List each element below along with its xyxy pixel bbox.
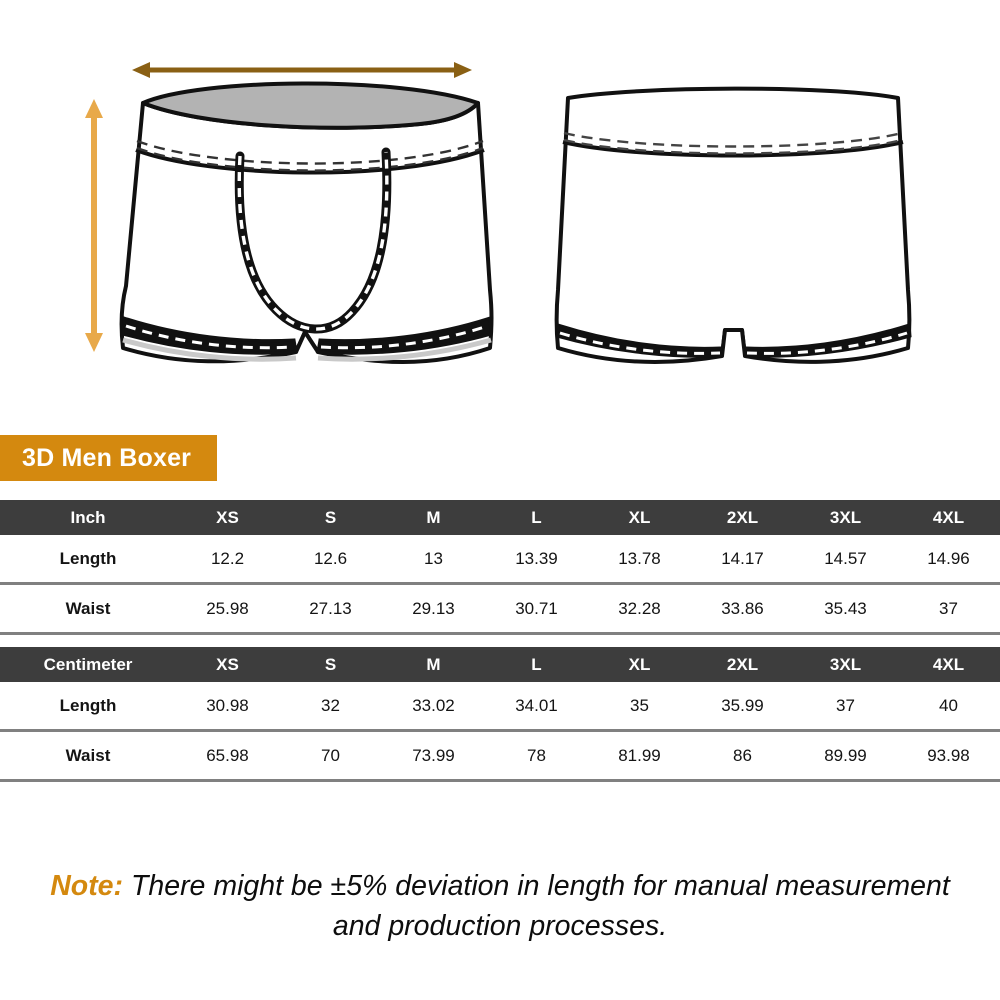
row-label-waist: Waist <box>0 730 176 782</box>
column-header-s: S <box>279 647 382 682</box>
cell-length-s: 12.6 <box>279 535 382 585</box>
column-header-xs: XS <box>176 647 279 682</box>
boxer-front-view <box>119 81 494 364</box>
table-header-row: Centimeter XS S M L XL 2XL 3XL 4XL <box>0 647 1000 682</box>
column-header-xs: XS <box>176 500 279 535</box>
note-label: Note: <box>50 870 124 902</box>
column-header-m: M <box>382 647 485 682</box>
cell-length-l: 13.39 <box>485 535 588 585</box>
cell-waist-s: 27.13 <box>279 583 382 635</box>
cell-waist-4xl: 93.98 <box>897 730 1000 782</box>
column-header-3xl: 3XL <box>794 500 897 535</box>
cell-length-m: 33.02 <box>382 682 485 732</box>
row-label-length: Length <box>0 535 176 585</box>
cell-length-4xl: 14.96 <box>897 535 1000 585</box>
cell-waist-xs: 65.98 <box>176 730 279 782</box>
cell-length-xs: 12.2 <box>176 535 279 585</box>
cell-length-2xl: 14.17 <box>691 535 794 585</box>
note-text: There might be ±5% deviation in length f… <box>130 870 950 943</box>
column-header-3xl: 3XL <box>794 647 897 682</box>
column-header-unit: Centimeter <box>0 647 176 682</box>
cell-length-3xl: 37 <box>794 682 897 732</box>
table-row: Length 30.98 32 33.02 34.01 35 35.99 37 … <box>0 682 1000 732</box>
size-table-centimeter: Centimeter XS S M L XL 2XL 3XL 4XL Lengt… <box>0 647 1000 782</box>
cell-length-s: 32 <box>279 682 382 732</box>
cell-length-4xl: 40 <box>897 682 1000 732</box>
column-header-l: L <box>485 647 588 682</box>
column-header-2xl: 2XL <box>691 500 794 535</box>
cell-waist-s: 70 <box>279 730 382 782</box>
table-header-row: Inch XS S M L XL 2XL 3XL 4XL <box>0 500 1000 535</box>
waist-measure-arrow <box>132 62 472 78</box>
row-label-length: Length <box>0 682 176 732</box>
column-header-4xl: 4XL <box>897 647 1000 682</box>
column-header-xl: XL <box>588 500 691 535</box>
cell-length-3xl: 14.57 <box>794 535 897 585</box>
cell-length-2xl: 35.99 <box>691 682 794 732</box>
cell-waist-m: 73.99 <box>382 730 485 782</box>
cell-waist-2xl: 33.86 <box>691 583 794 635</box>
cell-waist-2xl: 86 <box>691 730 794 782</box>
cell-waist-3xl: 89.99 <box>794 730 897 782</box>
cell-waist-xl: 32.28 <box>588 583 691 635</box>
column-header-2xl: 2XL <box>691 647 794 682</box>
cell-waist-3xl: 35.43 <box>794 583 897 635</box>
cell-waist-xl: 81.99 <box>588 730 691 782</box>
cell-waist-l: 78 <box>485 730 588 782</box>
cell-waist-4xl: 37 <box>897 583 1000 635</box>
column-header-4xl: 4XL <box>897 500 1000 535</box>
length-measure-arrow <box>85 99 103 352</box>
disclaimer-note: Note: There might be ±5% deviation in le… <box>50 866 950 947</box>
cell-length-xl: 13.78 <box>588 535 691 585</box>
cell-waist-l: 30.71 <box>485 583 588 635</box>
column-header-xl: XL <box>588 647 691 682</box>
cell-length-m: 13 <box>382 535 485 585</box>
column-header-s: S <box>279 500 382 535</box>
table-row: Waist 65.98 70 73.99 78 81.99 86 89.99 9… <box>0 730 1000 782</box>
garment-illustration-svg <box>85 62 912 364</box>
cell-length-xl: 35 <box>588 682 691 732</box>
size-table-inch: Inch XS S M L XL 2XL 3XL 4XL Length 12.2… <box>0 500 1000 635</box>
row-label-waist: Waist <box>0 583 176 635</box>
table-row: Length 12.2 12.6 13 13.39 13.78 14.17 14… <box>0 535 1000 585</box>
column-header-l: L <box>485 500 588 535</box>
cell-waist-xs: 25.98 <box>176 583 279 635</box>
garment-illustration <box>0 0 1000 420</box>
cell-length-l: 34.01 <box>485 682 588 732</box>
page-title-badge: 3D Men Boxer <box>0 435 218 481</box>
boxer-back-view <box>554 86 912 364</box>
cell-length-xs: 30.98 <box>176 682 279 732</box>
column-header-m: M <box>382 500 485 535</box>
cell-waist-m: 29.13 <box>382 583 485 635</box>
table-row: Waist 25.98 27.13 29.13 30.71 32.28 33.8… <box>0 583 1000 635</box>
page-title: 3D Men Boxer <box>22 443 192 472</box>
column-header-unit: Inch <box>0 500 176 535</box>
